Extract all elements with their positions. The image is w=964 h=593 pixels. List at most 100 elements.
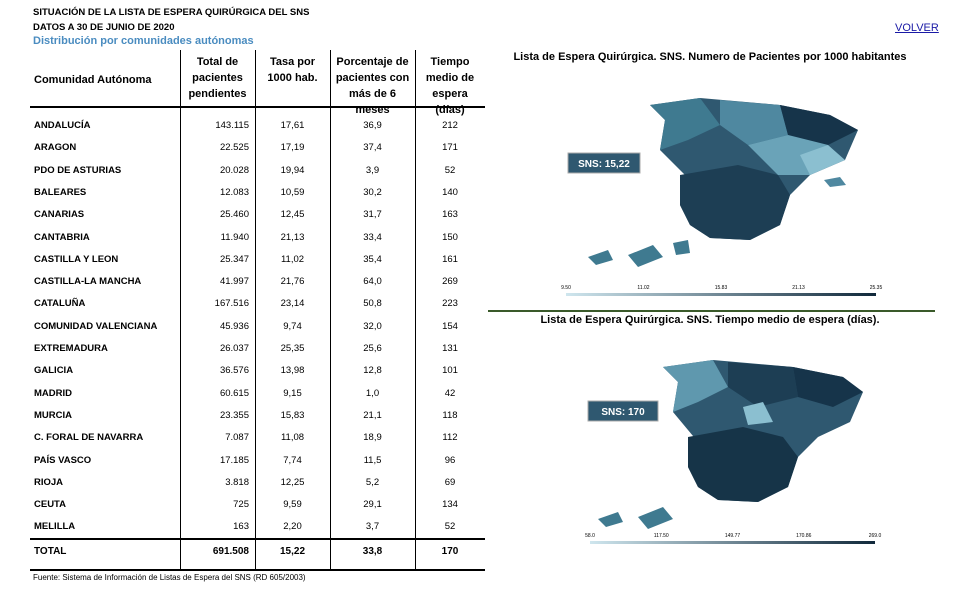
rule	[30, 106, 485, 108]
table-cell: 30,2	[363, 186, 382, 198]
doc-date: DATOS A 30 DE JUNIO DE 2020	[33, 22, 175, 33]
table-cell: 171	[442, 142, 458, 154]
table-cell: PDO DE ASTURIAS	[34, 164, 122, 176]
table-cell: 161	[442, 253, 458, 265]
table-cell: 11.940	[220, 231, 249, 243]
table-cell: TOTAL	[34, 546, 67, 557]
legend-label: 58.0	[585, 533, 595, 539]
table-cell: COMUNIDAD VALENCIANA	[34, 320, 158, 332]
table-cell: 134	[442, 499, 458, 511]
table-cell: 25.347	[219, 253, 249, 265]
table-cell: 154	[442, 320, 458, 332]
table-cell: 11,08	[280, 432, 305, 444]
table-cell: MELILLA	[34, 521, 76, 533]
table-cell: 36,9	[363, 120, 382, 131]
legend-label: 9.50	[561, 285, 571, 291]
table-cell: EXTREMADURA	[34, 343, 108, 354]
table-cell: 3.818	[225, 476, 249, 488]
legend-label: 15.83	[715, 285, 728, 291]
table-cell: MURCIA	[34, 409, 72, 421]
table-cell: 269	[442, 276, 458, 288]
table-cell: 140	[442, 186, 458, 198]
table-cell: 25.460	[219, 209, 249, 221]
table-cell: PAÍS VASCO	[34, 454, 92, 466]
legend-labels: 9.50 11.02 15.83 21.13 25.35 58.0 117.50 149.77…	[561, 285, 882, 539]
table-cell: ANDALUCÍA	[34, 120, 91, 131]
table-cell: 52	[444, 521, 456, 533]
col-rule	[180, 50, 181, 570]
table-cell: 12,25	[280, 476, 305, 488]
table-cell: 12,45	[280, 209, 305, 221]
legend-label: 149.77	[725, 533, 741, 539]
rule	[30, 538, 485, 540]
table-cell: 19,94	[280, 164, 305, 176]
table-cell: 69	[444, 476, 456, 488]
column-header: Comunidad Autónoma	[34, 74, 152, 86]
table-cell: 13,98	[280, 365, 305, 377]
table-cell: CASTILLA-LA MANCHA	[34, 276, 142, 288]
table-cell: 64,0	[363, 276, 382, 288]
doc-title: SITUACIÓN DE LA LISTA DE ESPERA QUIRÚRGI…	[33, 7, 310, 18]
table-cell: 118	[442, 409, 458, 421]
map-spain	[598, 360, 863, 529]
table-cell: 41.997	[219, 276, 249, 288]
table-cell: BALEARES	[34, 186, 87, 198]
col-rule	[330, 50, 331, 570]
column-header: Total de pacientes pendientes	[188, 56, 247, 100]
sns-label: SNS: 15,22	[578, 159, 630, 170]
legend-label: 117.50	[654, 533, 669, 539]
table-cell: 143.115	[215, 120, 249, 131]
table-cell: 21,76	[280, 276, 305, 288]
table-cell: 45.936	[219, 320, 249, 332]
column-header: Tiempo medio de espera (días)	[425, 56, 475, 116]
table-cell: 32,0	[363, 320, 382, 332]
table-cell: 11,5	[363, 454, 382, 466]
table-cell: 9,15	[283, 387, 302, 399]
table-cell: 22.525	[219, 142, 249, 154]
rule	[30, 569, 485, 571]
table-cell: 25,35	[280, 343, 305, 354]
table-cell: 33,4	[363, 231, 382, 243]
table-cell: 12.083	[219, 186, 249, 198]
table-cell: 7.087	[225, 432, 249, 444]
table-cell: 42	[444, 387, 456, 399]
table-cell: CANTABRIA	[34, 231, 90, 243]
table-cell: 21,13	[280, 231, 305, 243]
sns-label: SNS: 170	[601, 407, 645, 418]
table-cell: 3,9	[365, 164, 380, 176]
source: Fuente: Sistema de Información de Listas…	[33, 573, 306, 582]
table-cell: CANARIAS	[34, 209, 85, 221]
column-header: Tasa por 1000 hab.	[267, 56, 318, 84]
legend-label: 11.02	[637, 285, 649, 291]
table-cell: 21,1	[363, 409, 382, 421]
table-cell: 18,9	[363, 432, 382, 444]
table-cell: 7,74	[283, 454, 302, 466]
table-cell: 26.037	[219, 343, 249, 354]
back-link[interactable]: VOLVER	[895, 22, 939, 34]
table-cell: RIOJA	[34, 476, 64, 488]
table-cell: 212	[442, 120, 458, 131]
legend-label: 21.13	[792, 285, 805, 291]
table-cell: 37,4	[363, 142, 382, 154]
table-cell: 163	[233, 521, 249, 533]
legend-label: 269.0	[869, 533, 882, 539]
table-cell: 3,7	[365, 521, 380, 533]
table-cell: 223	[442, 298, 458, 310]
table-cell: C. FORAL DE NAVARRA	[34, 432, 144, 444]
table-cell: 2,20	[283, 521, 302, 533]
table-cell: 170	[441, 546, 459, 557]
table-cell: 15,83	[280, 409, 305, 421]
table-cell: CASTILLA Y LEON	[34, 253, 119, 265]
table-cell: 15,22	[279, 546, 306, 557]
table-cell: 23,14	[280, 298, 305, 310]
table-cell: 691.508	[212, 546, 249, 557]
table-cell: 35,4	[363, 253, 382, 265]
maps: Lista de Espera Quirúrgica. SNS. Numero …	[488, 51, 935, 544]
table-cell: GALICIA	[34, 365, 74, 377]
table-cell: 17.185	[219, 454, 249, 466]
table-cell: 25,6	[363, 343, 382, 354]
table-cell: 17,19	[280, 142, 305, 154]
table-cell: 96	[444, 454, 456, 466]
table-cell: 33,8	[362, 546, 383, 557]
table-cell: 167.516	[214, 298, 249, 310]
